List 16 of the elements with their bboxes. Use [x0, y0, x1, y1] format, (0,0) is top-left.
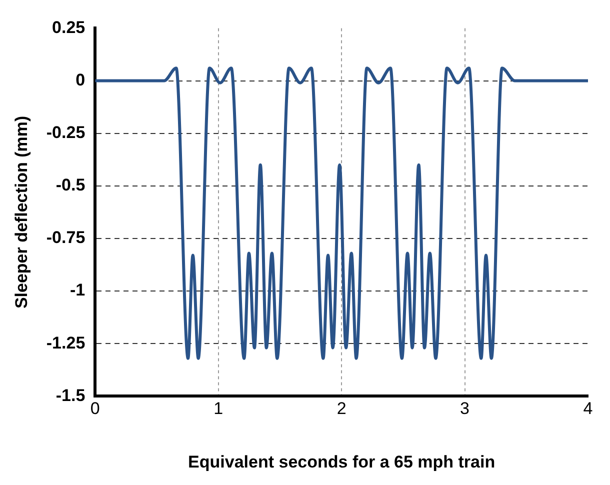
line-series: [95, 66, 588, 360]
x-tick-label: 1: [214, 399, 224, 418]
y-tick-label: -0.5: [56, 176, 86, 195]
x-tick-label: 3: [460, 399, 470, 418]
y-tick-label: 0.25: [52, 18, 86, 37]
x-axis-title: Equivalent seconds for a 65 mph train: [188, 452, 496, 472]
x-tick-label: 2: [336, 399, 346, 418]
y-tick-label: -1.25: [46, 333, 86, 352]
y-tick-label: -0.25: [46, 123, 86, 142]
y-axis-title: Sleeper deflection (mm): [12, 116, 31, 309]
x-tick-label: 4: [583, 399, 593, 418]
y-tick-label: -1: [70, 280, 86, 300]
y-tick-label: -1.5: [56, 386, 86, 405]
x-tick-label: 0: [90, 399, 100, 418]
y-tick-label: -0.75: [46, 228, 86, 248]
y-tick-label: 0: [76, 70, 86, 90]
